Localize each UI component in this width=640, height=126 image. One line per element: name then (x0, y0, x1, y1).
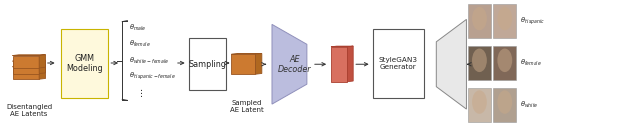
Text: StyleGAN3
Generator: StyleGAN3 Generator (379, 57, 418, 70)
FancyBboxPatch shape (468, 88, 491, 122)
Polygon shape (39, 55, 45, 68)
Polygon shape (13, 67, 39, 79)
Text: $\theta_{male}$: $\theta_{male}$ (129, 23, 147, 33)
Ellipse shape (472, 7, 487, 30)
Polygon shape (272, 24, 307, 104)
FancyBboxPatch shape (493, 88, 516, 122)
Ellipse shape (497, 49, 512, 72)
Ellipse shape (472, 90, 487, 114)
FancyBboxPatch shape (493, 46, 516, 80)
FancyBboxPatch shape (61, 29, 108, 98)
FancyBboxPatch shape (468, 46, 491, 80)
Text: $\vdots$: $\vdots$ (136, 87, 143, 99)
Text: $\theta_{hispanic-female}$: $\theta_{hispanic-female}$ (129, 71, 176, 82)
Text: Sampled
AE Latent: Sampled AE Latent (230, 100, 264, 113)
Polygon shape (39, 60, 45, 74)
Polygon shape (331, 46, 353, 47)
Polygon shape (13, 61, 39, 74)
Polygon shape (13, 56, 39, 68)
Text: Disentangled
AE Latents: Disentangled AE Latents (6, 104, 52, 117)
Polygon shape (39, 66, 45, 79)
Text: GMM
Modeling: GMM Modeling (66, 54, 103, 73)
Text: $\theta_{female}$: $\theta_{female}$ (129, 39, 151, 49)
Text: $\theta_{hispanic}$: $\theta_{hispanic}$ (520, 15, 545, 27)
Text: Sampling: Sampling (188, 60, 226, 69)
Text: AE
Decoder: AE Decoder (278, 55, 312, 74)
Ellipse shape (472, 49, 487, 72)
Polygon shape (13, 60, 45, 61)
Polygon shape (255, 54, 262, 74)
Ellipse shape (497, 90, 512, 114)
FancyBboxPatch shape (373, 29, 424, 98)
Polygon shape (232, 54, 255, 74)
FancyBboxPatch shape (189, 38, 226, 90)
Polygon shape (13, 66, 45, 67)
Polygon shape (436, 19, 467, 109)
Polygon shape (348, 46, 353, 82)
Text: $\theta_{female}$: $\theta_{female}$ (520, 58, 542, 68)
Polygon shape (13, 55, 45, 56)
Polygon shape (331, 47, 348, 82)
FancyBboxPatch shape (468, 4, 491, 38)
Text: $\theta_{white-female}$: $\theta_{white-female}$ (129, 55, 170, 66)
FancyBboxPatch shape (493, 4, 516, 38)
Ellipse shape (497, 7, 512, 30)
Text: $\theta_{white}$: $\theta_{white}$ (520, 100, 539, 110)
